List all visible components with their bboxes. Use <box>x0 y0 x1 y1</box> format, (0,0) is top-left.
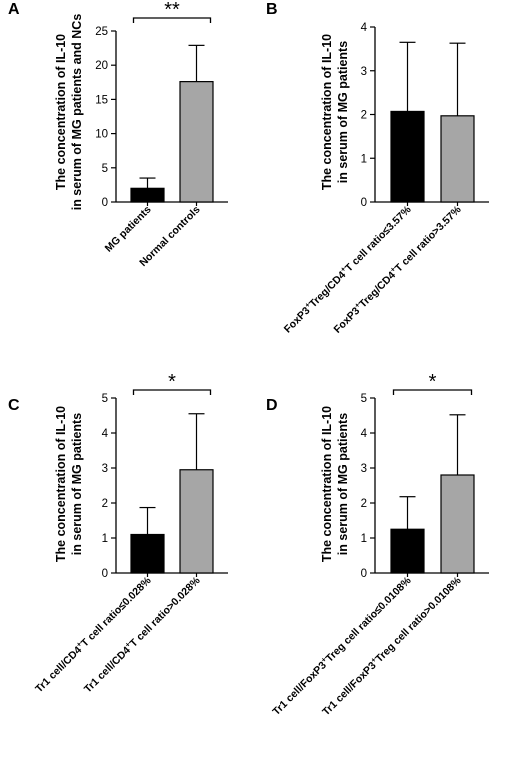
significance-bracket <box>132 17 212 23</box>
y-axis-title-line: The concentration of IL-10 <box>54 406 68 562</box>
y-axis-title-line: in serum of MG patients <box>336 41 350 183</box>
y-tick-label: 3 <box>102 463 108 475</box>
bar-1 <box>130 533 165 574</box>
chart-panel-c: C The concentration of IL-10 in serum of M… <box>8 371 228 695</box>
y-tick-label: 4 <box>361 428 368 440</box>
y-tick-label: 0 <box>102 568 108 580</box>
panel-letter: B <box>266 1 278 18</box>
y-axis-title-line: The concentration of IL-10 <box>320 34 334 190</box>
chart-panel-d: D The concentration of IL-10 in serum of M… <box>266 371 489 718</box>
y-tick-label: 3 <box>361 66 367 78</box>
category-label-1: MG patients <box>103 204 154 255</box>
bar-2 <box>440 474 475 574</box>
y-tick-label: 2 <box>102 498 108 510</box>
significance-label: * <box>168 371 176 393</box>
chart-panel-b: B The concentration of IL-10 in serum of M… <box>266 1 489 336</box>
panel-letter: C <box>8 397 20 414</box>
significance-label: * <box>429 371 437 393</box>
y-axis-title-line: in serum of MG patients <box>70 413 84 555</box>
y-tick-label: 0 <box>361 568 367 580</box>
y-tick-label: 15 <box>95 94 108 106</box>
y-tick-label: 4 <box>102 428 109 440</box>
y-tick-label: 0 <box>102 197 108 209</box>
panel-letter: A <box>8 1 20 18</box>
bar-1 <box>130 187 165 203</box>
y-axis-title-line: in serum of MG patients and NCs <box>70 14 84 211</box>
panel-letter: D <box>266 397 278 414</box>
y-tick-label: 0 <box>361 197 367 209</box>
y-tick-label: 1 <box>102 533 108 545</box>
y-tick-label: 25 <box>95 26 108 38</box>
y-axis-title-line: in serum of MG patients <box>336 413 350 555</box>
y-axis-title-line: The concentration of IL-10 <box>320 406 334 562</box>
y-tick-label: 4 <box>361 22 368 34</box>
significance-bracket <box>132 389 212 395</box>
bar-1 <box>390 110 425 203</box>
bar-2 <box>440 115 475 203</box>
y-tick-label: 5 <box>361 393 367 405</box>
y-tick-label: 20 <box>95 60 108 72</box>
bar-1 <box>390 528 425 574</box>
y-tick-label: 2 <box>361 110 367 122</box>
y-tick-label: 5 <box>102 163 108 175</box>
bar-2 <box>179 81 214 203</box>
y-axis-title-line: The concentration of IL-10 <box>54 34 68 190</box>
significance-bracket <box>392 389 473 395</box>
significance-label: ** <box>164 0 180 21</box>
y-tick-label: 1 <box>361 533 367 545</box>
y-tick-label: 1 <box>361 153 367 165</box>
bar-2 <box>179 469 214 574</box>
y-tick-label: 5 <box>102 393 108 405</box>
y-tick-label: 10 <box>95 129 108 141</box>
chart-panel-a: A The concentration of IL-10 in serum of M… <box>8 0 228 269</box>
y-tick-label: 3 <box>361 463 367 475</box>
y-tick-label: 2 <box>361 498 367 510</box>
